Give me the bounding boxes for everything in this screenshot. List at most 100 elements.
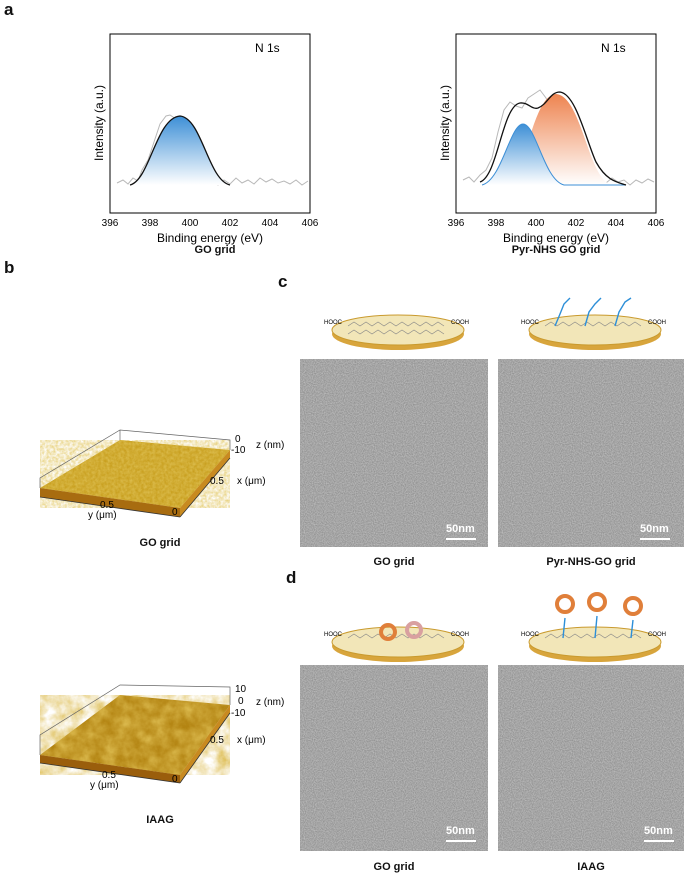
fit-envelope	[129, 115, 231, 186]
pyr-nhs-go-grid-illustration: HOOC COOH	[521, 297, 666, 350]
scale-bar	[640, 538, 670, 540]
afm-side-front	[40, 755, 180, 783]
z-tick: 0	[235, 434, 241, 445]
xps-chart-pyr-nhs-go-grid: N 1s 396 398 400 402 404 406 Binding ene…	[438, 33, 665, 245]
scale-bar	[644, 840, 674, 842]
afm-caption: GO grid	[139, 537, 181, 549]
label-right: COOH	[648, 632, 666, 638]
afm-side-right	[180, 450, 230, 517]
label-right: COOH	[451, 632, 469, 638]
label-left: HOOC	[324, 632, 343, 638]
x-tick-labels: 396 398 400 402 404 406	[102, 218, 319, 229]
grid-surface	[331, 626, 465, 658]
go-grid-protein-illustration: HOOC COOH	[324, 621, 469, 662]
y-tick: 0.5	[100, 500, 114, 511]
fit-peak-fill	[130, 116, 230, 185]
xps-chart-go-grid: N 1s 396 398 400 402 404 406 Binding ene…	[92, 33, 319, 245]
chart-caption: Pyr-NHS GO grid	[511, 244, 601, 256]
z-tick: 0	[238, 696, 244, 707]
x-tick: 400	[182, 218, 199, 229]
peak-label: N 1s	[601, 41, 626, 55]
scale-bar	[446, 538, 476, 540]
x-tick: 404	[262, 218, 279, 229]
grid-surface	[528, 314, 662, 346]
x-axis-line	[179, 457, 231, 518]
panel-label-a: a	[4, 0, 14, 19]
x-tick: 402	[568, 218, 585, 229]
scale-bar	[446, 840, 476, 842]
x-axis-label: x (μm)	[237, 735, 266, 746]
protein-particle	[405, 621, 423, 639]
origin-label: 0	[172, 774, 178, 785]
protein-particle	[587, 592, 607, 612]
z-tick: -10	[231, 708, 246, 719]
panel-label-b: b	[4, 258, 15, 277]
scale-label: 50nm	[644, 825, 673, 837]
peak-label: N 1s	[255, 41, 280, 55]
em-caption: Pyr-NHS-GO grid	[546, 556, 636, 568]
y-axis-line	[39, 762, 181, 784]
afm-side-right	[180, 705, 230, 783]
origin-label: 0	[172, 507, 178, 518]
chart-caption: GO grid	[194, 244, 236, 256]
afm-texture	[40, 695, 230, 775]
x-tick: 396	[102, 218, 119, 229]
em-image-go-grid: 50nm	[300, 359, 488, 547]
iaag-illustration: HOOC COOH	[521, 592, 666, 662]
em-caption: IAAG	[577, 861, 605, 873]
x-tick: 406	[302, 218, 319, 229]
pyr-nhs-molecules	[554, 297, 632, 327]
x-axis-title: Binding energy (eV)	[503, 231, 609, 245]
panel-label-c: c	[278, 272, 288, 291]
y-axis-title: Intensity (a.u.)	[92, 85, 106, 161]
fit-peak-1-fill	[482, 124, 564, 185]
z-axis-label: z (nm)	[256, 697, 284, 708]
em-texture	[300, 665, 488, 851]
x-tick: 404	[608, 218, 625, 229]
y-axis-title: Intensity (a.u.)	[438, 85, 452, 161]
z-tick: -10	[231, 445, 246, 456]
afm-3d-go-grid: 0 -10 z (nm) 0.5 x (μm) 0 0.5 y (μm)	[39, 429, 284, 520]
x-tick-labels: 396 398 400 402 404 406	[448, 218, 665, 229]
x-tick: 406	[648, 218, 665, 229]
y-axis-label: y (μm)	[90, 780, 119, 791]
z-tick: 10	[235, 684, 247, 695]
scale-label: 50nm	[446, 523, 475, 535]
plot-frame	[109, 33, 311, 214]
fit-envelope	[479, 91, 627, 186]
label-left: HOOC	[521, 320, 540, 326]
em-image-pyr-nhs-go-grid: 50nm	[498, 359, 684, 547]
em-texture	[300, 359, 488, 547]
em-texture	[498, 665, 684, 851]
x-tick: 396	[448, 218, 465, 229]
afm-box-frame	[39, 684, 231, 755]
x-tick: 0.5	[210, 476, 224, 487]
graphene-lattice	[544, 321, 642, 327]
em-texture	[498, 359, 684, 547]
label-right: COOH	[451, 320, 469, 326]
z-axis-label: z (nm)	[256, 440, 284, 451]
label-left: HOOC	[324, 320, 343, 326]
em-image-go-grid-protein: 50nm	[300, 665, 488, 851]
x-tick: 398	[488, 218, 505, 229]
afm-side-front	[40, 488, 180, 517]
graphene-lattice	[347, 633, 445, 639]
y-tick: 0.5	[102, 770, 116, 781]
afm-caption: IAAG	[146, 814, 174, 826]
afm-3d-iaag: 10 0 -10 z (nm) 0.5 x (μm) 0 0.5 y (μm)	[39, 684, 284, 791]
em-caption: GO grid	[373, 556, 415, 568]
em-caption: GO grid	[373, 861, 415, 873]
protein-particle	[379, 623, 397, 641]
graphene-lattice	[544, 633, 642, 639]
x-axis-title: Binding energy (eV)	[157, 231, 263, 245]
panel-label-d: d	[286, 568, 297, 587]
protein-particle	[623, 596, 643, 616]
scale-label: 50nm	[446, 825, 475, 837]
grid-surface	[331, 314, 465, 346]
x-tick: 398	[142, 218, 159, 229]
label-left: HOOC	[521, 632, 540, 638]
label-right: COOH	[648, 320, 666, 326]
x-tick: 0.5	[210, 735, 224, 746]
em-image-iaag: 50nm	[498, 665, 684, 851]
x-axis-line	[179, 712, 231, 784]
